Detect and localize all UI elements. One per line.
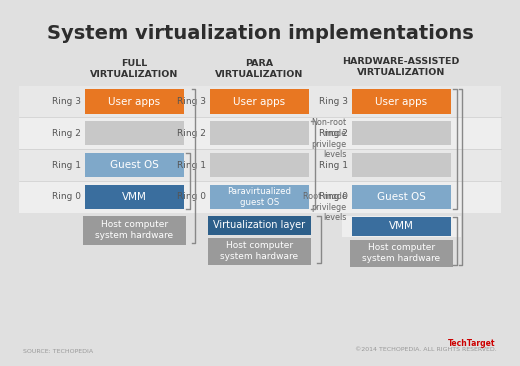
Text: Host computer
system hardware: Host computer system hardware	[220, 242, 298, 261]
Text: Ring 0: Ring 0	[319, 193, 348, 201]
Text: Ring 3: Ring 3	[177, 97, 206, 106]
Text: PARA
VIRTUALIZATION: PARA VIRTUALIZATION	[215, 59, 304, 79]
FancyBboxPatch shape	[352, 121, 451, 145]
Text: Paravirtualized
guest OS: Paravirtualized guest OS	[228, 187, 292, 207]
Text: Root mode
privilege
levels: Root mode privilege levels	[303, 192, 347, 223]
FancyBboxPatch shape	[342, 216, 461, 237]
FancyBboxPatch shape	[352, 217, 451, 236]
FancyBboxPatch shape	[210, 185, 309, 209]
Text: Ring 3: Ring 3	[319, 97, 348, 106]
Text: Non-root
mode
privilege
levels: Non-root mode privilege levels	[311, 118, 347, 159]
FancyBboxPatch shape	[19, 86, 501, 117]
FancyBboxPatch shape	[85, 121, 184, 145]
Text: Ring 1: Ring 1	[51, 161, 81, 170]
FancyBboxPatch shape	[83, 216, 186, 245]
FancyBboxPatch shape	[19, 149, 501, 181]
Text: Ring 3: Ring 3	[51, 97, 81, 106]
FancyBboxPatch shape	[210, 153, 309, 177]
Text: TechTarget: TechTarget	[448, 340, 495, 348]
Text: Host computer
system hardware: Host computer system hardware	[362, 243, 440, 264]
FancyBboxPatch shape	[210, 90, 309, 113]
Text: Virtualization layer: Virtualization layer	[213, 220, 306, 231]
Text: User apps: User apps	[108, 97, 160, 107]
FancyBboxPatch shape	[352, 185, 451, 209]
Text: VMM: VMM	[389, 221, 414, 231]
Text: ©2014 TECHOPEDIA. ALL RIGHTS RESERVED.: ©2014 TECHOPEDIA. ALL RIGHTS RESERVED.	[355, 347, 497, 352]
Text: Ring 0: Ring 0	[177, 193, 206, 201]
FancyBboxPatch shape	[19, 181, 501, 213]
Text: Ring 0: Ring 0	[51, 193, 81, 201]
FancyBboxPatch shape	[208, 216, 311, 235]
FancyBboxPatch shape	[349, 240, 453, 267]
FancyBboxPatch shape	[352, 90, 451, 113]
Text: Ring 1: Ring 1	[177, 161, 206, 170]
Text: Ring 2: Ring 2	[52, 129, 81, 138]
Text: Ring 2: Ring 2	[319, 129, 348, 138]
Text: User apps: User apps	[233, 97, 285, 107]
Text: Ring 1: Ring 1	[319, 161, 348, 170]
FancyBboxPatch shape	[208, 238, 311, 265]
Text: Host computer
system hardware: Host computer system hardware	[95, 220, 173, 240]
FancyBboxPatch shape	[352, 153, 451, 177]
Text: Guest OS: Guest OS	[377, 192, 426, 202]
Text: System virtualization implementations: System virtualization implementations	[47, 24, 473, 43]
FancyBboxPatch shape	[85, 90, 184, 113]
Text: Guest OS: Guest OS	[110, 160, 159, 170]
Text: Ring 2: Ring 2	[177, 129, 206, 138]
FancyBboxPatch shape	[85, 185, 184, 209]
FancyBboxPatch shape	[210, 121, 309, 145]
FancyBboxPatch shape	[85, 153, 184, 177]
FancyBboxPatch shape	[19, 117, 501, 149]
Text: User apps: User apps	[375, 97, 427, 107]
Text: FULL
VIRTUALIZATION: FULL VIRTUALIZATION	[90, 59, 178, 79]
Text: VMM: VMM	[122, 192, 147, 202]
Text: HARDWARE-ASSISTED
VIRTUALIZATION: HARDWARE-ASSISTED VIRTUALIZATION	[343, 57, 460, 77]
Text: SOURCE: TECHOPEDIA: SOURCE: TECHOPEDIA	[23, 349, 93, 354]
